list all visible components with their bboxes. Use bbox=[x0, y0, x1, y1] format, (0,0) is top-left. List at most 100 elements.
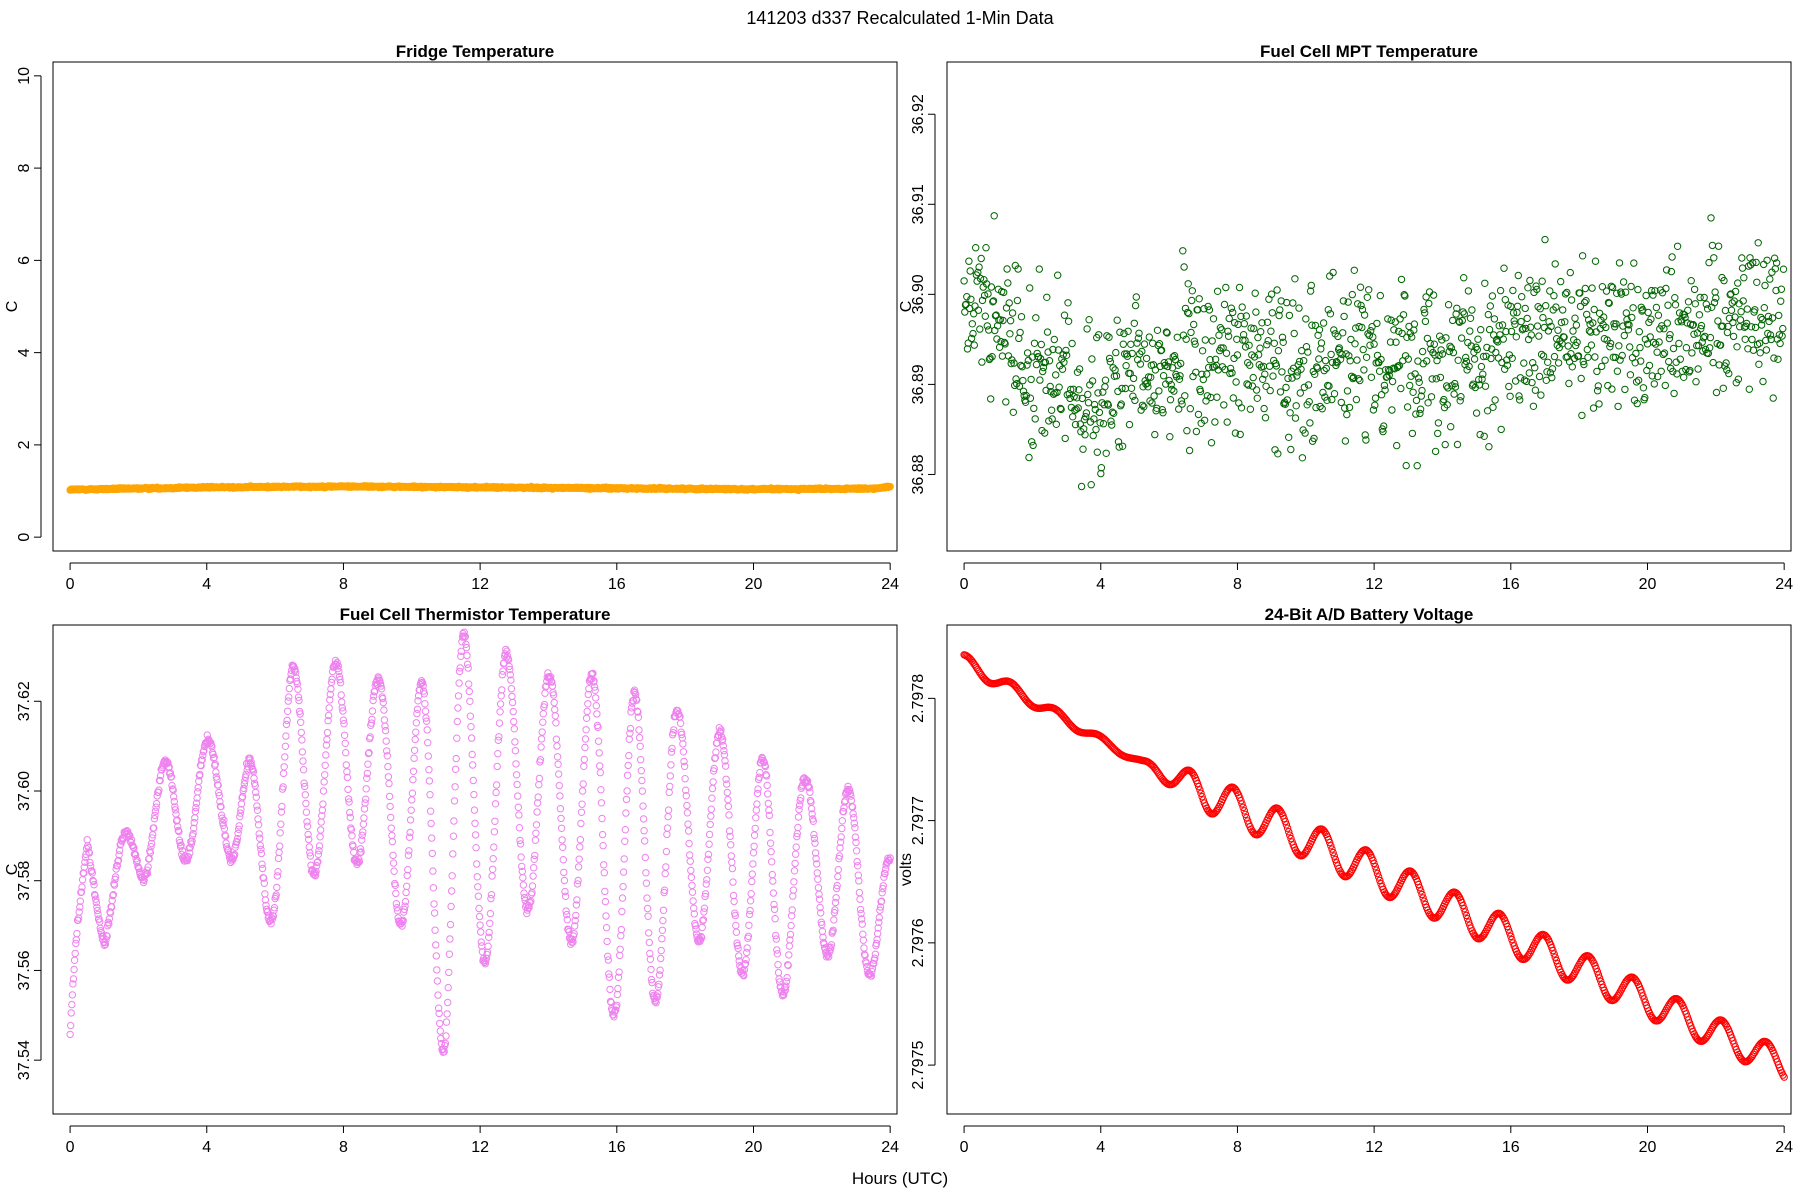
data-point bbox=[1354, 375, 1363, 383]
data-point bbox=[1480, 432, 1488, 440]
data-point bbox=[700, 908, 708, 916]
data-point bbox=[1779, 265, 1788, 273]
data-point bbox=[638, 776, 646, 785]
data-point bbox=[1510, 317, 1518, 325]
data-point bbox=[1401, 292, 1409, 300]
data-point bbox=[1525, 369, 1534, 377]
data-point bbox=[1441, 440, 1449, 449]
data-point bbox=[1463, 915, 1472, 923]
data-point bbox=[1146, 397, 1154, 405]
data-point bbox=[854, 862, 862, 870]
data-point bbox=[1302, 848, 1310, 856]
data-point bbox=[1094, 389, 1102, 397]
data-point bbox=[1344, 298, 1352, 306]
data-point bbox=[1229, 394, 1238, 402]
data-point bbox=[67, 1021, 75, 1030]
data-point bbox=[472, 844, 480, 852]
data-point bbox=[1529, 359, 1537, 367]
data-point bbox=[470, 790, 478, 799]
data-point bbox=[1132, 293, 1141, 301]
data-point bbox=[1541, 235, 1549, 244]
data-point bbox=[1654, 372, 1662, 381]
data-point bbox=[833, 881, 841, 890]
data-point bbox=[1609, 353, 1618, 361]
data-point bbox=[1742, 319, 1751, 328]
data-point bbox=[1283, 824, 1292, 832]
data-point bbox=[1600, 313, 1608, 321]
data-point bbox=[428, 849, 436, 858]
data-point bbox=[719, 742, 727, 750]
data-point bbox=[1758, 315, 1767, 324]
data-point bbox=[1444, 384, 1452, 392]
data-point bbox=[1335, 344, 1344, 352]
data-point bbox=[812, 855, 820, 863]
data-point bbox=[339, 707, 347, 715]
data-point bbox=[1381, 386, 1389, 394]
data-point bbox=[1451, 379, 1459, 388]
x-tick-label: 4 bbox=[1096, 1139, 1105, 1156]
data-point bbox=[1755, 339, 1764, 347]
data-point bbox=[985, 326, 993, 334]
data-point bbox=[1291, 846, 1300, 854]
data-point bbox=[515, 824, 524, 832]
data-point bbox=[658, 926, 667, 934]
data-point bbox=[322, 741, 331, 749]
data-point bbox=[688, 888, 697, 896]
data-point bbox=[190, 818, 198, 827]
data-point bbox=[703, 866, 712, 874]
data-point bbox=[727, 852, 735, 860]
data-point bbox=[578, 800, 586, 808]
data-point bbox=[319, 800, 327, 808]
data-point bbox=[647, 965, 655, 974]
data-point bbox=[1597, 977, 1605, 985]
data-point bbox=[808, 810, 816, 818]
data-point bbox=[561, 887, 569, 896]
data-point bbox=[338, 698, 346, 706]
data-point bbox=[1263, 318, 1272, 326]
data-point bbox=[67, 1009, 75, 1017]
data-point bbox=[1129, 392, 1137, 400]
data-point bbox=[849, 810, 857, 818]
data-point bbox=[751, 824, 759, 833]
data-point bbox=[494, 750, 502, 758]
data-point bbox=[1774, 355, 1782, 363]
data-point bbox=[1365, 286, 1373, 294]
data-point bbox=[687, 873, 696, 881]
data-point bbox=[1138, 401, 1147, 409]
data-point bbox=[1050, 335, 1059, 344]
data-point bbox=[725, 811, 733, 819]
data-point bbox=[1201, 336, 1210, 344]
data-point bbox=[1716, 341, 1725, 349]
data-point bbox=[216, 797, 224, 806]
data-point bbox=[1007, 359, 1015, 368]
data-point bbox=[970, 341, 978, 349]
data-point bbox=[1550, 292, 1558, 300]
data-point bbox=[1516, 374, 1525, 382]
data-point bbox=[1041, 429, 1049, 437]
data-point bbox=[868, 967, 876, 976]
data-point bbox=[653, 993, 661, 1002]
data-point bbox=[1098, 399, 1106, 407]
data-point bbox=[836, 844, 844, 852]
data-point bbox=[229, 855, 237, 863]
data-point bbox=[1518, 326, 1527, 334]
data-point bbox=[514, 792, 522, 800]
data-point bbox=[819, 933, 827, 941]
data-point bbox=[451, 783, 459, 791]
data-point bbox=[732, 921, 740, 930]
data-point bbox=[1665, 334, 1674, 343]
x-tick-label: 0 bbox=[960, 576, 969, 593]
data-point bbox=[1348, 290, 1357, 299]
data-point bbox=[411, 735, 419, 744]
data-point bbox=[1669, 344, 1678, 353]
x-tick-label: 16 bbox=[1502, 1139, 1520, 1156]
data-point bbox=[663, 824, 672, 832]
data-point bbox=[424, 739, 432, 747]
data-point bbox=[792, 843, 800, 851]
data-point bbox=[755, 773, 763, 781]
data-point bbox=[1385, 371, 1393, 379]
data-point bbox=[1030, 339, 1039, 347]
